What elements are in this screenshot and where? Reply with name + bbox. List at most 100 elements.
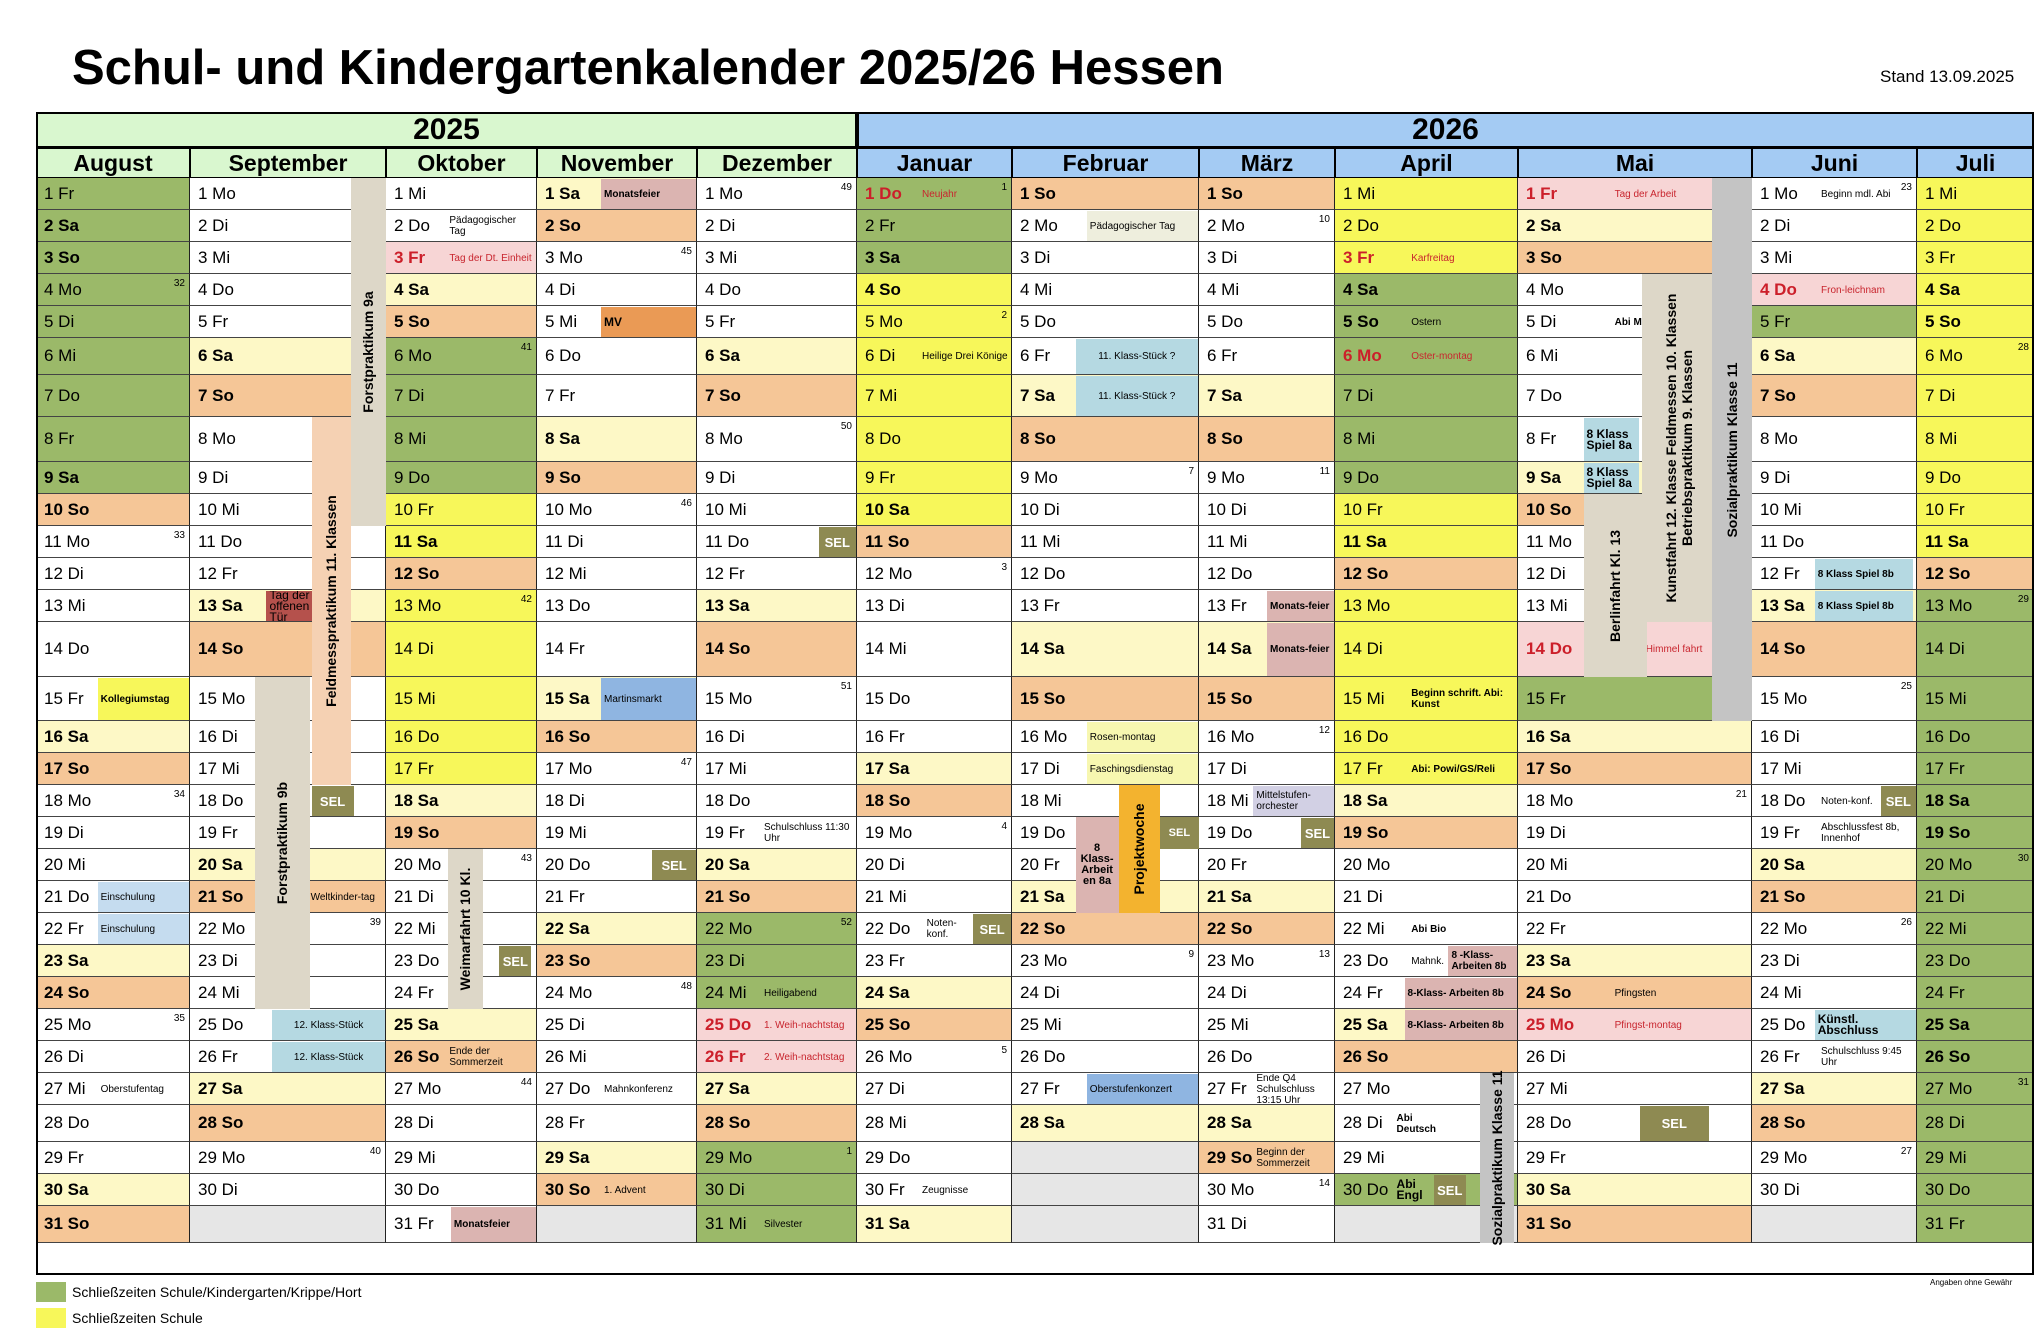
day-cell: 17 So xyxy=(1518,753,1752,785)
day-label: 17 So xyxy=(44,758,90,778)
day-label: 10 Di xyxy=(1207,499,1247,519)
event-label: Abschlussfest 8b, Innenhof xyxy=(1821,822,1900,844)
day-label: 16 Di xyxy=(198,726,238,746)
span-event-label: Sozialpraktikum Klasse 11 xyxy=(1488,1070,1505,1246)
day-label: 17 Mo xyxy=(545,758,593,778)
day-cell: 18 So xyxy=(857,785,1012,817)
day-cell: 27 Sa xyxy=(697,1073,857,1105)
day-cell: 5 Fr xyxy=(1752,306,1917,338)
day-cell: 26 So xyxy=(386,1041,537,1073)
day-label: 27 Sa xyxy=(705,1078,750,1098)
day-cell: 1 Mi xyxy=(386,178,537,210)
day-label: 6 Mo xyxy=(394,346,432,365)
day-cell: 29 Sa xyxy=(537,1142,697,1174)
day-cell: 19 Mo 4 xyxy=(857,817,1012,849)
day-cell: 26 Mo 5 xyxy=(857,1041,1012,1073)
day-cell: 9 Do xyxy=(386,462,537,494)
day-cell: 2 Do xyxy=(1917,210,2034,242)
day-label: 9 Do xyxy=(1925,467,1961,487)
day-cell: 3 Fr xyxy=(386,242,537,274)
event-label: Oberstufenkonzert xyxy=(1086,1074,1198,1104)
day-label: 28 Di xyxy=(1925,1113,1965,1132)
day-label: 22 Mi xyxy=(394,918,436,938)
day-cell: 14 Di xyxy=(386,622,537,677)
day-label: 4 Di xyxy=(545,279,576,299)
span-event-bar: Sozialpraktikum Klasse 11 xyxy=(1479,1070,1515,1246)
day-label: 3 Di xyxy=(1207,247,1238,267)
empty-cell xyxy=(1012,1142,1199,1174)
day-label: 19 Fr xyxy=(705,822,745,842)
day-cell: 6 Mo 41 xyxy=(386,338,537,375)
day-label: 27 Mo xyxy=(1925,1078,1973,1098)
day-label: 28 Do xyxy=(1526,1113,1572,1132)
day-label: 19 So xyxy=(1925,822,1971,842)
day-label: 30 Di xyxy=(705,1179,745,1199)
day-label: 27 Do xyxy=(545,1078,591,1098)
day-label: 3 So xyxy=(44,247,80,267)
day-label: 25 Do xyxy=(705,1014,752,1034)
event-label: Pädagogischer Tag xyxy=(1086,211,1198,241)
span-event-label: Forstpraktikum 9a xyxy=(360,291,377,413)
day-label: 14 Mi xyxy=(865,639,907,658)
day-label: 18 Di xyxy=(545,790,585,810)
day-label: 10 Mi xyxy=(1760,499,1802,519)
day-label: 4 Mi xyxy=(1020,279,1053,299)
event-label: SEL xyxy=(652,850,696,880)
day-cell: 21 Di xyxy=(1335,881,1518,913)
day-label: 18 Do xyxy=(705,790,751,810)
day-cell: 29 Mi xyxy=(386,1142,537,1174)
day-cell: 25 Mo 35 xyxy=(36,1009,190,1041)
day-cell: 12 So xyxy=(1335,558,1518,590)
week-number: 25 xyxy=(1900,681,1912,692)
week-number: 28 xyxy=(2017,342,2029,353)
day-label: 2 Do xyxy=(394,215,430,235)
day-label: 25 Sa xyxy=(1925,1014,1970,1034)
week-number: 3 xyxy=(1001,562,1007,573)
month-header-september: September xyxy=(190,148,386,178)
day-label: 28 Sa xyxy=(1020,1113,1065,1132)
day-label: 27 Sa xyxy=(198,1078,243,1098)
day-cell: 23 Di xyxy=(697,945,857,977)
day-label: 28 Mi xyxy=(865,1113,907,1132)
day-label: 6 Mo xyxy=(1343,346,1382,365)
day-label: 12 Do xyxy=(1020,563,1066,583)
day-cell: 25 Di xyxy=(537,1009,697,1041)
day-label: 22 Mo xyxy=(1760,918,1808,938)
day-label: 16 So xyxy=(545,726,591,746)
day-label: 16 Mo xyxy=(1207,726,1255,746)
day-label: 10 Mi xyxy=(198,499,240,519)
day-label: 8 Sa xyxy=(545,429,580,448)
day-cell: 27 Do xyxy=(537,1073,697,1105)
day-label: 21 So xyxy=(705,886,751,906)
day-cell: 30 Do xyxy=(1917,1174,2034,1206)
day-label: 11 Do xyxy=(705,531,750,551)
day-cell: 22 So xyxy=(1012,913,1199,945)
span-event-bar: Forstpraktikum 9a xyxy=(350,178,386,526)
day-label: 3 So xyxy=(1526,247,1562,267)
event-label: Ende der Sommerzeit xyxy=(449,1046,503,1068)
day-label: 31 So xyxy=(44,1214,90,1233)
day-cell: 5 So xyxy=(1335,306,1518,338)
disclaimer: Angaben ohne Gewähr xyxy=(1930,1278,2013,1287)
day-cell: 3 Sa xyxy=(857,242,1012,274)
day-cell: 21 Do xyxy=(1518,881,1752,913)
span-event-bar: Forstpraktikum 9b xyxy=(254,677,310,1009)
day-cell: 14 Fr xyxy=(537,622,697,677)
day-cell: 12 Do xyxy=(1199,558,1335,590)
day-label: 2 Di xyxy=(1760,215,1791,235)
day-label: 8 Mo xyxy=(705,429,743,448)
day-cell: 17 Mi xyxy=(697,753,857,785)
day-label: 3 Fr xyxy=(1343,247,1375,267)
day-cell: 1 Fr xyxy=(36,178,190,210)
day-label: 1 Mi xyxy=(1925,183,1958,203)
day-cell: 14 Di xyxy=(1917,622,2034,677)
day-cell: 14 So xyxy=(1752,622,1917,677)
day-cell: 11 Mo 33 xyxy=(36,526,190,558)
day-label: 18 Do xyxy=(198,790,244,810)
day-label: 11 Mo xyxy=(44,531,90,551)
day-cell: 29 Mi xyxy=(1917,1142,2034,1174)
span-event-label: Feldmesspraktikum 11. Klassen xyxy=(323,495,340,707)
day-cell: 8 Mo xyxy=(1752,417,1917,462)
day-cell: 27 Sa xyxy=(1752,1073,1917,1105)
event-label: Abi: Powi/GS/Reli xyxy=(1411,763,1496,775)
